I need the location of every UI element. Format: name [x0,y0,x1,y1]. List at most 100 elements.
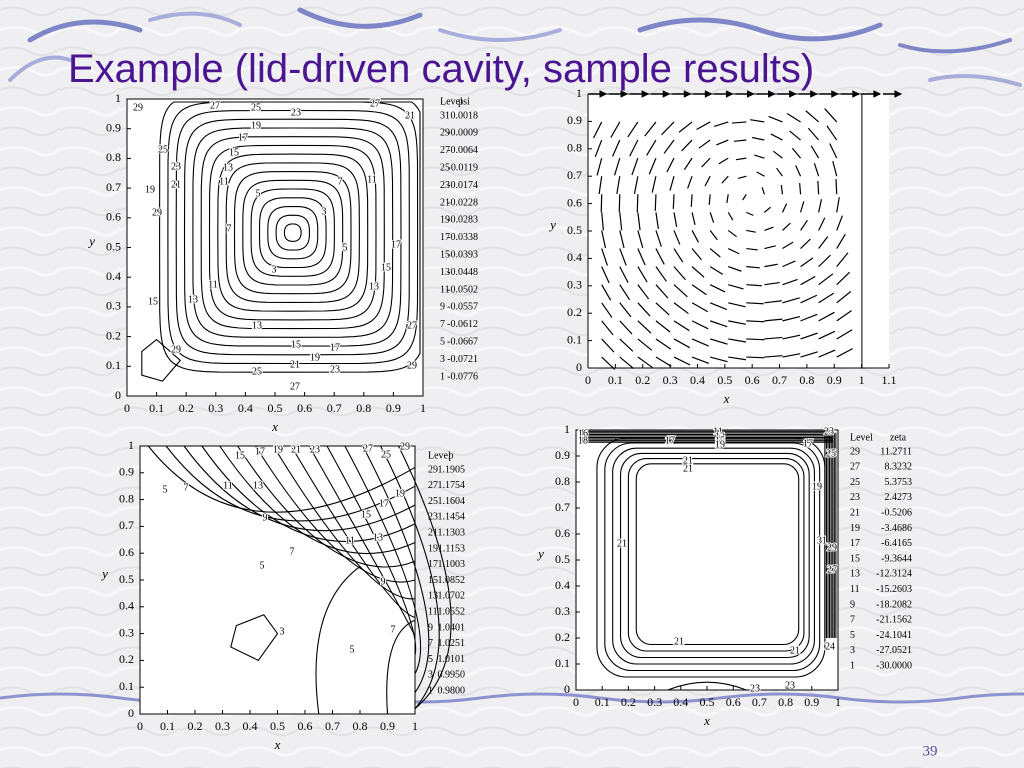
legend-level: 29 [440,128,450,139]
legend-header: Level [428,450,451,461]
legend-value: -0.0009 [447,128,478,139]
x-tick-label: 0 [585,373,591,387]
contour-label: 15 [361,509,371,520]
legend-value: -21.1562 [876,615,912,626]
vector-arrow [619,284,631,301]
x-tick-label: 0.9 [827,373,842,387]
contour-label: 21 [790,645,800,656]
vector-arrow [728,338,747,343]
arrow-head [704,90,713,98]
vector-arrow [709,338,728,345]
vector-arrow [687,175,693,189]
contour-line [627,458,805,652]
y-tick-label: 0.9 [567,113,582,127]
vector-arrow [619,302,632,318]
vector-arrow [601,338,615,353]
legend-value: 1.1604 [438,496,466,507]
legend-level: 23 [850,492,860,503]
vector-arrow [764,245,776,250]
y-tick-label: 0.5 [106,239,121,253]
legend-value: 1.1003 [438,559,466,570]
contour-line [175,109,410,356]
y-tick-label: 0.2 [106,328,121,342]
plot-panel: 0 0.1 0.2 0.3 0.4 0.5 0.6 0.7 0.8 0.9 1 0 0.1 0.2 0.3 0… [100,438,465,752]
contour-line [250,188,335,277]
legend-value: -24.1041 [876,630,912,641]
legend-level: 25 [850,477,860,488]
vector-arrow [636,194,639,213]
contour-label: 11 [208,279,218,290]
vector-arrow [673,230,681,245]
legend-value: 8.3232 [885,462,913,473]
vector-arrow [601,302,613,318]
contour-label: 19 [715,439,725,450]
x-tick-label: 0.8 [353,719,368,733]
contour-label: 27 [827,564,837,575]
vector-arrow [727,247,740,255]
legend-value: 2.4273 [885,492,913,503]
y-tick-label: 0.7 [555,500,570,514]
vector-arrow [746,229,756,233]
vector-arrow [836,291,852,304]
legend-level: 17 [850,538,860,549]
legend-level: 17 [440,232,450,243]
x-tick-label: 1.1 [882,373,897,387]
vector-arrow [716,139,729,146]
vector-arrow [619,248,627,266]
y-tick-label: 0.2 [555,630,570,644]
vector-arrow [770,133,783,141]
arrow-head [768,90,776,98]
legend-level: 23 [440,180,450,191]
x-tick-label: 0.2 [188,719,203,733]
contour-label: 13 [253,480,263,491]
legend-value: -6.4165 [881,538,912,549]
vector-arrow [799,201,805,213]
vector-arrow [598,176,603,195]
contour-label: 7 [184,482,189,493]
contour-line [386,619,416,715]
legend-level: 7 [428,638,433,649]
vector-arrow [655,302,670,316]
y-tick-label: 1 [576,86,582,100]
arrow-head [683,90,692,98]
vector-arrow [655,320,671,333]
vector-arrow [709,248,721,258]
x-tick-label: 0.2 [635,373,650,387]
y-tick-label: 0.8 [555,474,570,488]
vector-arrow [651,176,657,193]
vector-arrow [764,263,778,268]
legend-level: 29 [428,464,438,475]
contour-label: 29 [152,207,162,218]
vector-arrow [691,266,705,278]
vector-arrow [754,154,765,159]
vector-arrow [835,179,838,195]
contour-label: 9 [263,512,268,523]
contour-line [612,447,815,665]
y-tick-label: 0.7 [119,518,134,532]
vector-arrow [709,266,724,275]
contour-label: 19 [395,488,405,499]
vector-arrow [800,313,818,322]
vector-arrow [789,130,801,141]
contour-label: 29 [133,102,143,113]
contour-label: 21 [674,636,684,647]
legend-level: 3 [428,670,433,681]
vector-arrow [782,241,794,250]
plot-area [575,429,839,691]
vector-arrow [752,136,765,141]
x-axis-label: x [723,391,730,406]
vector-arrow [696,121,711,131]
x-tick-label: 0.7 [327,401,342,415]
vector-arrow [691,248,702,261]
vector-arrow [594,139,603,158]
y-axis-label: y [548,217,556,232]
contour-line [604,442,821,672]
legend-level: 11 [850,584,860,595]
legend-value: -0.0502 [447,284,478,295]
y-tick-label: 0.1 [119,679,134,693]
x-tick-label: 0 [573,695,579,709]
vector-arrow [637,212,641,231]
vector-arrow [836,329,853,340]
legend-level: 27 [850,462,860,473]
vector-arrow [619,230,625,249]
